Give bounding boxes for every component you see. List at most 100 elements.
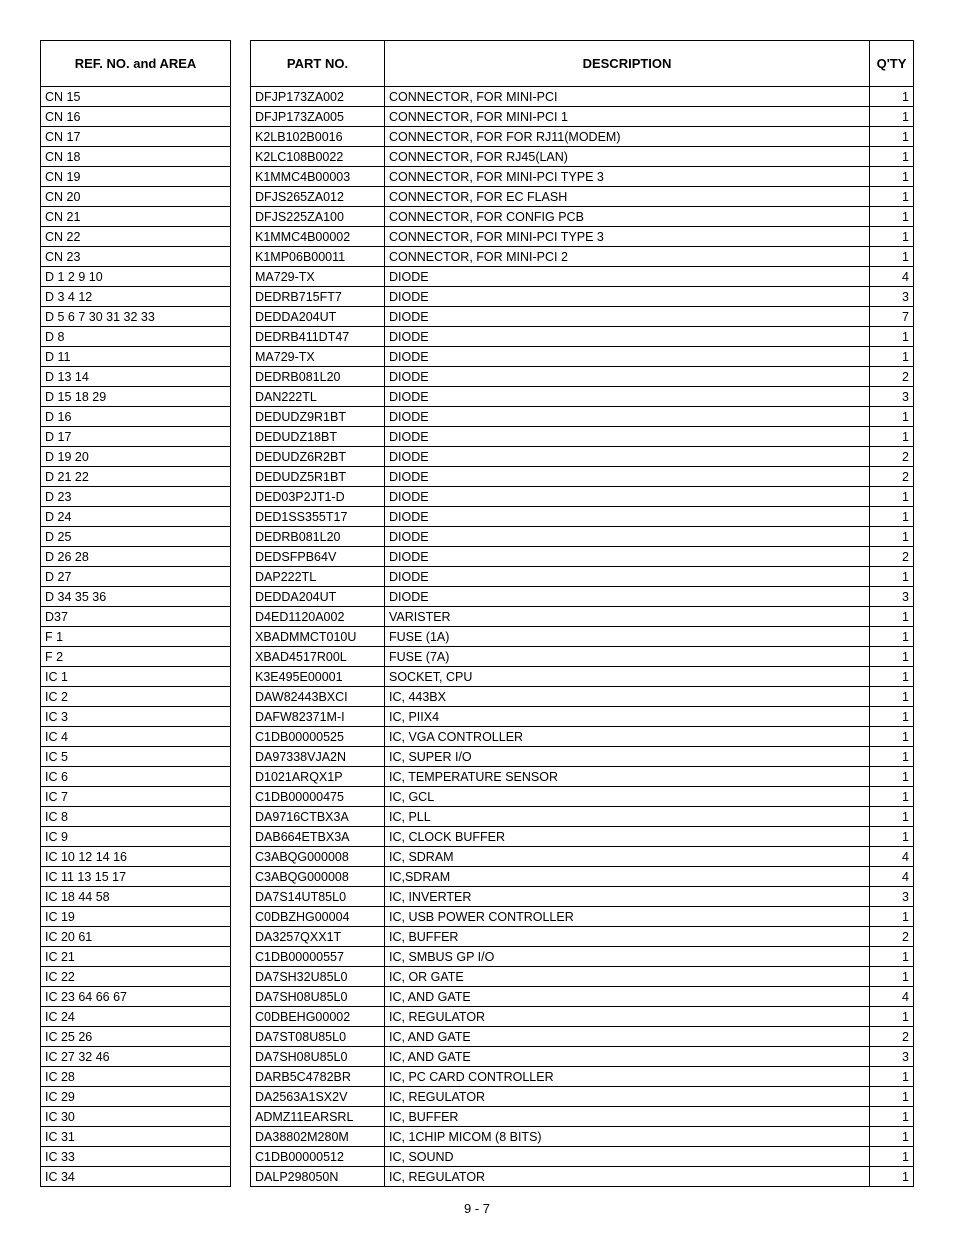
cell-partno: DFJP173ZA005: [251, 107, 385, 127]
cell-ref: CN 17: [41, 127, 231, 147]
cell-ref: IC 29: [41, 1087, 231, 1107]
cell-qty: 1: [870, 947, 914, 967]
cell-qty: 1: [870, 147, 914, 167]
cell-qty: 1: [870, 1127, 914, 1147]
cell-desc: IC, SUPER I/O: [385, 747, 870, 767]
cell-desc: IC, BUFFER: [385, 1107, 870, 1127]
table-row: IC 6D1021ARQX1PIC, TEMPERATURE SENSOR1: [41, 767, 914, 787]
cell-desc: VARISTER: [385, 607, 870, 627]
cell-qty: 1: [870, 1167, 914, 1187]
table-row: IC 24C0DBEHG00002IC, REGULATOR1: [41, 1007, 914, 1027]
cell-partno: DEDDA204UT: [251, 587, 385, 607]
cell-qty: 3: [870, 1047, 914, 1067]
cell-qty: 2: [870, 367, 914, 387]
cell-gap: [231, 987, 251, 1007]
cell-desc: IC, VGA CONTROLLER: [385, 727, 870, 747]
table-row: IC 4C1DB00000525IC, VGA CONTROLLER1: [41, 727, 914, 747]
cell-ref: IC 22: [41, 967, 231, 987]
cell-qty: 1: [870, 87, 914, 107]
cell-desc: DIODE: [385, 587, 870, 607]
cell-qty: 1: [870, 687, 914, 707]
cell-desc: IC, PLL: [385, 807, 870, 827]
cell-ref: IC 4: [41, 727, 231, 747]
cell-ref: D 21 22: [41, 467, 231, 487]
cell-desc: IC, 443BX: [385, 687, 870, 707]
cell-gap: [231, 1167, 251, 1187]
table-row: IC 5DA97338VJA2NIC, SUPER I/O1: [41, 747, 914, 767]
cell-desc: IC, CLOCK BUFFER: [385, 827, 870, 847]
cell-qty: 1: [870, 607, 914, 627]
cell-partno: K2LC108B0022: [251, 147, 385, 167]
cell-qty: 3: [870, 387, 914, 407]
cell-partno: DEDDA204UT: [251, 307, 385, 327]
cell-desc: DIODE: [385, 567, 870, 587]
cell-gap: [231, 1147, 251, 1167]
cell-qty: 4: [870, 987, 914, 1007]
cell-partno: C0DBEHG00002: [251, 1007, 385, 1027]
table-row: CN 19K1MMC4B00003CONNECTOR, FOR MINI-PCI…: [41, 167, 914, 187]
cell-ref: D 13 14: [41, 367, 231, 387]
cell-desc: IC, PIIX4: [385, 707, 870, 727]
cell-ref: IC 31: [41, 1127, 231, 1147]
cell-desc: DIODE: [385, 267, 870, 287]
table-row: D37D4ED1120A002VARISTER1: [41, 607, 914, 627]
cell-partno: C3ABQG000008: [251, 847, 385, 867]
cell-gap: [231, 167, 251, 187]
table-row: IC 31DA38802M280MIC, 1CHIP MICOM (8 BITS…: [41, 1127, 914, 1147]
cell-gap: [231, 867, 251, 887]
cell-qty: 1: [870, 107, 914, 127]
cell-desc: IC, AND GATE: [385, 1027, 870, 1047]
cell-partno: DA2563A1SX2V: [251, 1087, 385, 1107]
table-row: D 3 4 12DEDRB715FT7DIODE3: [41, 287, 914, 307]
cell-gap: [231, 187, 251, 207]
cell-qty: 2: [870, 447, 914, 467]
header-partno: PART NO.: [251, 41, 385, 87]
cell-partno: C1DB00000475: [251, 787, 385, 807]
cell-ref: IC 34: [41, 1167, 231, 1187]
cell-partno: C3ABQG000008: [251, 867, 385, 887]
cell-ref: D 8: [41, 327, 231, 347]
cell-ref: IC 20 61: [41, 927, 231, 947]
cell-qty: 1: [870, 487, 914, 507]
table-row: D 21 22DEDUDZ5R1BTDIODE2: [41, 467, 914, 487]
table-row: IC 8DA9716CTBX3AIC, PLL1: [41, 807, 914, 827]
cell-ref: IC 21: [41, 947, 231, 967]
cell-gap: [231, 227, 251, 247]
cell-desc: DIODE: [385, 487, 870, 507]
cell-desc: DIODE: [385, 447, 870, 467]
cell-ref: IC 24: [41, 1007, 231, 1027]
table-row: D 24DED1SS355T17DIODE1: [41, 507, 914, 527]
cell-partno: K1MP06B00011: [251, 247, 385, 267]
cell-ref: D 15 18 29: [41, 387, 231, 407]
cell-ref: IC 3: [41, 707, 231, 727]
cell-desc: DIODE: [385, 327, 870, 347]
cell-qty: 1: [870, 327, 914, 347]
cell-partno: DEDUDZ18BT: [251, 427, 385, 447]
cell-partno: DA7SH08U85L0: [251, 987, 385, 1007]
table-body: CN 15DFJP173ZA002CONNECTOR, FOR MINI-PCI…: [41, 87, 914, 1187]
cell-qty: 1: [870, 207, 914, 227]
cell-partno: K2LB102B0016: [251, 127, 385, 147]
cell-gap: [231, 847, 251, 867]
cell-desc: IC, OR GATE: [385, 967, 870, 987]
cell-ref: IC 30: [41, 1107, 231, 1127]
page-number: 9 - 7: [40, 1201, 914, 1216]
cell-desc: IC, REGULATOR: [385, 1167, 870, 1187]
cell-desc: CONNECTOR, FOR RJ45(LAN): [385, 147, 870, 167]
cell-gap: [231, 607, 251, 627]
cell-gap: [231, 807, 251, 827]
table-row: IC 22DA7SH32U85L0IC, OR GATE1: [41, 967, 914, 987]
cell-gap: [231, 727, 251, 747]
cell-ref: CN 19: [41, 167, 231, 187]
cell-partno: DAW82443BXCI: [251, 687, 385, 707]
table-row: CN 21DFJS225ZA100CONNECTOR, FOR CONFIG P…: [41, 207, 914, 227]
cell-partno: DA3257QXX1T: [251, 927, 385, 947]
table-row: IC 27 32 46DA7SH08U85L0IC, AND GATE3: [41, 1047, 914, 1067]
cell-gap: [231, 1107, 251, 1127]
cell-qty: 4: [870, 267, 914, 287]
cell-ref: CN 18: [41, 147, 231, 167]
table-row: D 13 14DEDRB081L20DIODE2: [41, 367, 914, 387]
cell-gap: [231, 407, 251, 427]
cell-partno: DA7ST08U85L0: [251, 1027, 385, 1047]
table-row: IC 29DA2563A1SX2VIC, REGULATOR1: [41, 1087, 914, 1107]
